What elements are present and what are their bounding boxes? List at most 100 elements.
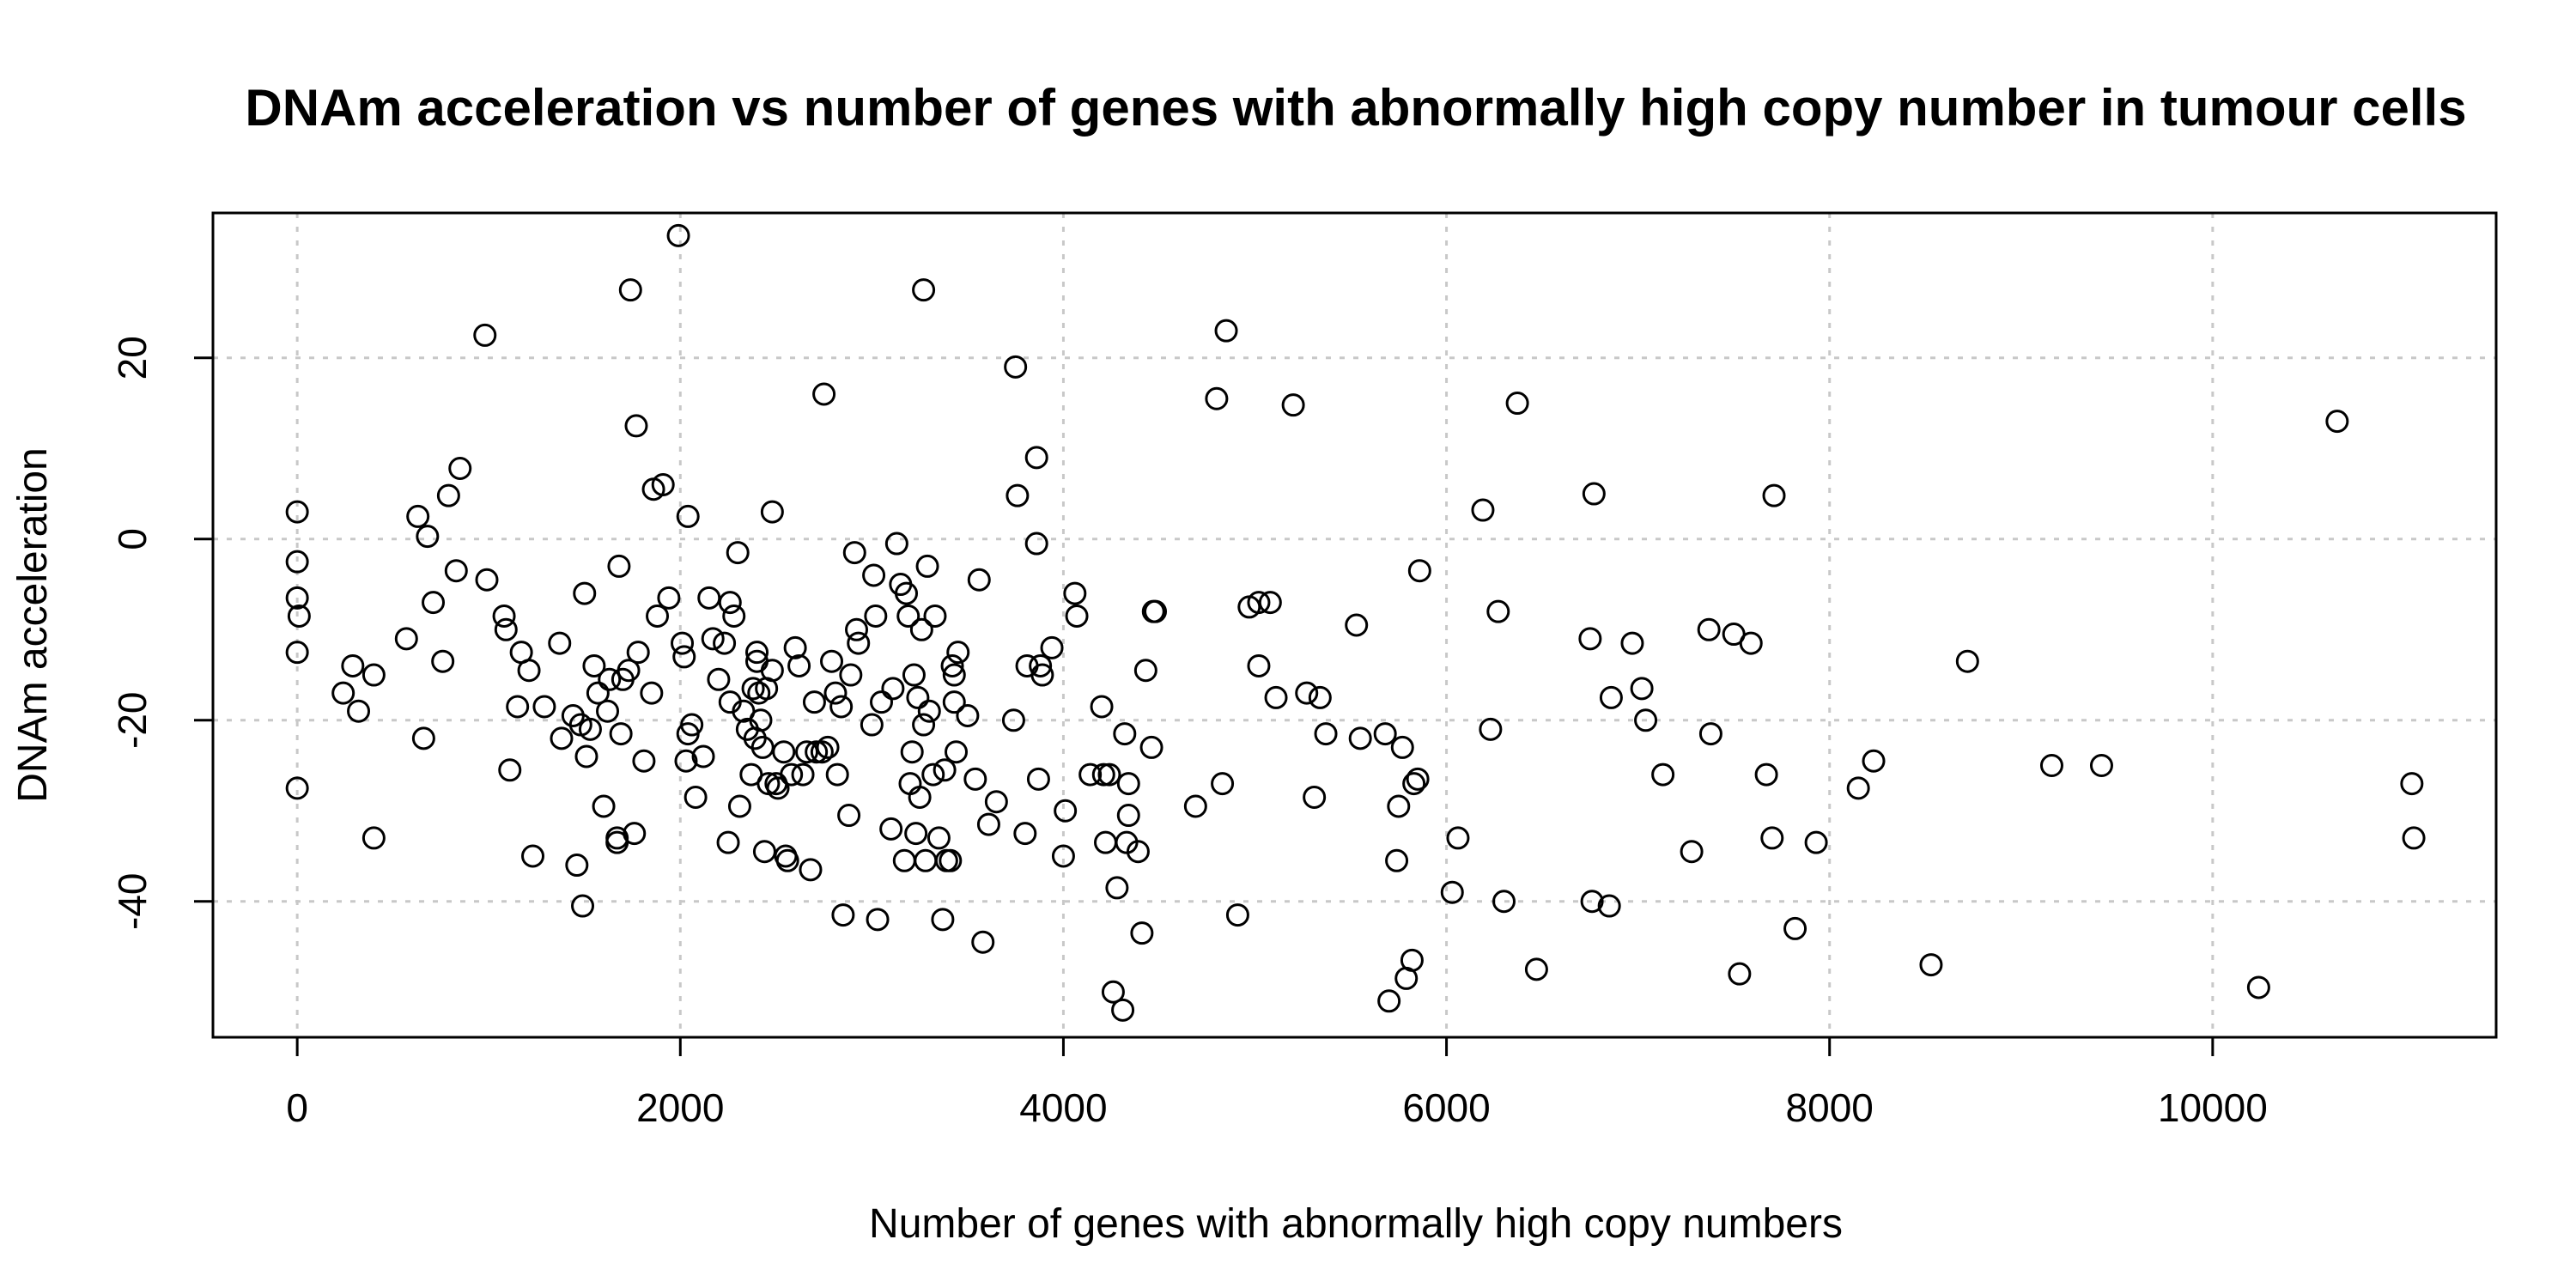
data-point — [1063, 581, 1087, 605]
data-point — [1005, 483, 1030, 507]
data-point — [942, 663, 966, 687]
data-point — [842, 541, 866, 565]
data-point — [607, 554, 631, 578]
data-point — [596, 699, 620, 723]
data-point — [406, 504, 430, 528]
data-point — [816, 735, 840, 759]
data-point — [847, 631, 871, 655]
data-point — [624, 414, 648, 438]
data-point — [1258, 591, 1282, 615]
data-point — [548, 631, 572, 655]
data-point — [860, 713, 884, 737]
data-point — [1030, 663, 1054, 687]
data-point — [1739, 631, 1763, 655]
data-point — [829, 695, 854, 719]
data-point — [1091, 762, 1115, 787]
data-point — [1116, 804, 1140, 828]
data-point — [697, 586, 721, 610]
data-point — [2039, 754, 2063, 778]
data-point — [713, 631, 737, 655]
data-point — [1264, 685, 1288, 709]
data-point — [592, 794, 616, 818]
data-point — [1029, 653, 1053, 677]
x-tick-label: 6000 — [1402, 1085, 1490, 1130]
data-point — [1054, 799, 1078, 823]
data-point — [361, 663, 386, 687]
data-point — [578, 717, 602, 741]
data-point — [791, 762, 815, 787]
data-point — [2325, 410, 2349, 434]
data-point — [810, 740, 834, 764]
data-point — [805, 740, 829, 764]
data-point — [475, 568, 499, 592]
data-point — [618, 278, 642, 302]
data-point — [1314, 722, 1338, 746]
chart-title: DNAm acceleration vs number of genes wit… — [245, 79, 2466, 137]
data-point — [1505, 392, 1529, 416]
data-point — [895, 581, 919, 605]
data-point — [609, 722, 633, 746]
data-point — [906, 685, 930, 709]
data-point — [904, 822, 928, 846]
data-point — [285, 500, 309, 524]
data-point — [285, 776, 309, 800]
data-point — [431, 649, 455, 673]
data-point — [900, 740, 924, 764]
data-point — [1308, 685, 1332, 709]
y-tick-label: -20 — [110, 692, 155, 749]
data-point — [287, 604, 311, 628]
data-point — [1400, 948, 1424, 972]
data-point — [285, 586, 309, 610]
data-point — [1762, 483, 1786, 507]
x-tick-label: 8000 — [1786, 1085, 1874, 1130]
data-point — [1040, 635, 1064, 659]
data-point — [521, 844, 545, 868]
data-point — [646, 604, 670, 628]
data-point — [1348, 726, 1372, 750]
data-point — [823, 681, 848, 705]
data-point — [640, 681, 664, 705]
data-point — [976, 812, 1000, 836]
data-point — [1303, 785, 1327, 809]
data-point — [1407, 559, 1431, 583]
grid-lines — [213, 213, 2496, 1037]
data-point — [1051, 844, 1075, 868]
data-point — [931, 908, 955, 932]
data-point — [1728, 962, 1752, 986]
data-point — [866, 908, 890, 932]
data-point — [2089, 754, 2113, 778]
data-point — [1406, 767, 1430, 791]
data-point — [1919, 953, 1943, 977]
data-point — [1144, 599, 1168, 623]
data-point — [1205, 386, 1229, 410]
data-point — [722, 604, 746, 628]
data-point — [864, 604, 888, 628]
data-point — [1126, 840, 1150, 864]
data-point — [812, 382, 836, 406]
y-axis-label: DNAm acceleration — [10, 447, 56, 802]
data-point — [683, 785, 708, 809]
data-point — [1133, 659, 1157, 683]
data-point — [1101, 980, 1125, 1004]
data-point — [1804, 830, 1828, 854]
data-point — [1211, 772, 1235, 796]
data-point — [473, 323, 497, 347]
data-point — [1001, 708, 1025, 732]
data-point — [1620, 631, 1644, 655]
data-point — [586, 681, 610, 705]
data-point — [1026, 767, 1050, 791]
data-point — [680, 713, 704, 737]
data-point — [1760, 826, 1784, 850]
data-point — [946, 641, 970, 665]
data-point — [939, 848, 963, 872]
data-point — [657, 586, 681, 610]
data-point — [1295, 681, 1319, 705]
y-tick-label: 0 — [110, 528, 155, 550]
data-point — [956, 703, 980, 727]
data-point — [927, 826, 951, 850]
data-point — [2246, 975, 2270, 999]
data-point — [1479, 717, 1503, 741]
data-point — [884, 532, 908, 556]
data-point — [626, 641, 650, 665]
data-point — [1597, 894, 1621, 918]
